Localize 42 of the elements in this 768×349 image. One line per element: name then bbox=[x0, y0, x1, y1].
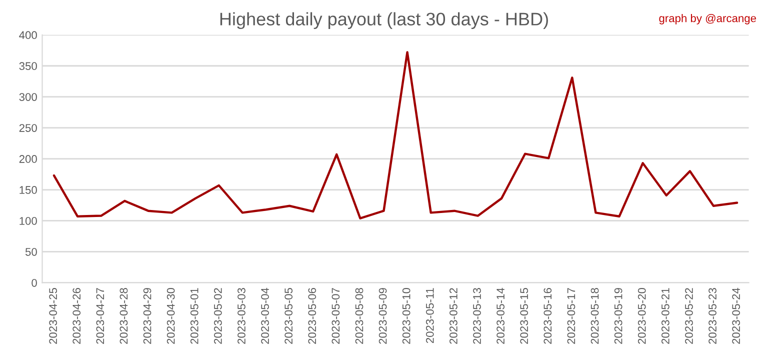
x-tick-label: 2023-05-12 bbox=[450, 288, 458, 344]
y-tick-label: 100 bbox=[20, 217, 37, 225]
x-tick-label: 2023-04-29 bbox=[143, 288, 152, 344]
y-tick-label: 300 bbox=[19, 93, 37, 101]
x-tick-label: 2023-05-17 bbox=[567, 288, 576, 344]
x-tick-label: 2023-05-10 bbox=[402, 288, 410, 344]
x-tick-label: 2023-05-13 bbox=[473, 288, 481, 344]
x-tick-label: 2023-05-08 bbox=[355, 288, 364, 344]
x-tick-label: 2023-05-11 bbox=[426, 288, 434, 344]
x-tick-label: 2023-04-30 bbox=[166, 288, 175, 344]
x-tick-label: 2023-05-04 bbox=[261, 288, 269, 344]
line-series bbox=[52, 51, 738, 220]
x-tick-label: 2023-04-27 bbox=[96, 288, 104, 344]
x-tick-label: 2023-05-15 bbox=[520, 288, 528, 344]
y-tick-label: 250 bbox=[19, 124, 37, 132]
x-tick-label: 2023-05-21 bbox=[661, 288, 670, 344]
x-tick-label: 2023-05-18 bbox=[590, 288, 599, 344]
y-tick-label: 200 bbox=[19, 155, 37, 163]
x-tick-label: 2023-05-02 bbox=[214, 288, 222, 344]
x-tick-label: 2023-04-25 bbox=[49, 288, 57, 344]
x-tick-label: 2023-04-26 bbox=[72, 288, 81, 344]
y-tick-label: 150 bbox=[20, 186, 37, 194]
x-tick-label: 2023-05-24 bbox=[732, 288, 740, 344]
y-tick-label: 350 bbox=[19, 62, 37, 70]
x-tick-label: 2023-05-05 bbox=[284, 288, 293, 344]
x-tick-label: 2023-05-16 bbox=[544, 288, 552, 344]
x-tick-label: 2023-05-19 bbox=[614, 288, 622, 344]
x-tick-label: 2023-05-14 bbox=[496, 288, 504, 344]
x-tick-label: 2023-05-01 bbox=[190, 288, 198, 344]
y-tick-label: 400 bbox=[19, 31, 37, 40]
x-tick-label: 2023-05-06 bbox=[308, 288, 316, 344]
x-tick-label: 2023-05-23 bbox=[708, 288, 716, 344]
chart-title: Highest daily payout (last 30 days - HBD) bbox=[220, 12, 548, 30]
x-tick-label: 2023-05-03 bbox=[238, 288, 246, 344]
x-tick-label: 2023-05-20 bbox=[638, 288, 646, 344]
y-tick-label: 50 bbox=[25, 248, 37, 256]
x-tick-label: 2023-05-22 bbox=[685, 288, 693, 344]
y-tick-label: 0 bbox=[32, 278, 37, 287]
x-tick-label: 2023-04-28 bbox=[120, 288, 128, 344]
text: graph by @arcange bbox=[659, 14, 756, 24]
x-tick-label: 2023-05-09 bbox=[378, 288, 387, 344]
x-tick-label: 2023-05-07 bbox=[332, 288, 340, 344]
